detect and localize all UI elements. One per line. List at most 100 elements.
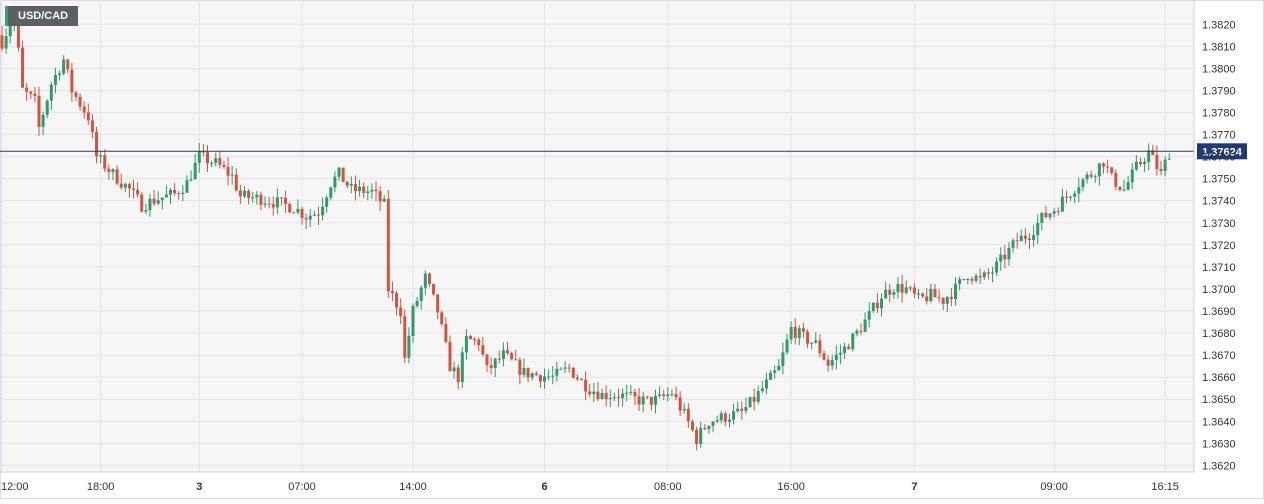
candle-body — [21, 47, 25, 88]
candle-body — [904, 287, 908, 293]
candle — [937, 289, 941, 303]
candle — [608, 389, 612, 408]
candle — [115, 165, 119, 186]
candle-body — [189, 179, 193, 181]
price-tick-label: 1.3700 — [1202, 284, 1236, 296]
price-tick-label: 1.3630 — [1202, 438, 1236, 450]
candle-body — [497, 358, 501, 360]
candle — [481, 337, 485, 357]
candle-body — [575, 377, 579, 380]
candle — [575, 374, 579, 382]
candle — [789, 321, 793, 344]
candle — [925, 288, 929, 305]
candle — [900, 274, 904, 303]
candle-body — [193, 162, 197, 180]
candle — [148, 193, 152, 217]
candle-body — [921, 293, 925, 297]
candle-body — [16, 12, 20, 48]
candle — [263, 196, 267, 208]
candle-body — [678, 397, 682, 411]
candle-body — [1167, 158, 1171, 160]
candle-body — [760, 388, 764, 392]
candle-body — [436, 294, 440, 313]
candle — [814, 332, 818, 344]
candle-body — [308, 215, 312, 220]
symbol-badge[interactable]: USD/CAD — [5, 6, 79, 26]
candle — [464, 329, 468, 360]
candle-body — [218, 158, 222, 165]
candle — [621, 388, 625, 407]
price-tick-label: 1.3690 — [1202, 306, 1236, 318]
candle — [21, 40, 25, 89]
candle — [1032, 225, 1036, 247]
candle — [222, 160, 226, 169]
candle — [226, 157, 230, 186]
candle-body — [123, 184, 127, 188]
candle — [629, 385, 633, 396]
candle — [707, 425, 711, 434]
candle — [682, 403, 686, 414]
candle — [748, 396, 752, 409]
candle-body — [49, 84, 53, 101]
candle — [723, 411, 727, 427]
candle-body — [86, 112, 90, 121]
candle — [111, 168, 115, 181]
time-tick-label: 12:00 — [1, 481, 29, 493]
candle-body — [510, 353, 514, 360]
candle — [830, 354, 834, 370]
candle — [760, 380, 764, 393]
price-tick-label: 1.3770 — [1202, 130, 1236, 142]
candle-body — [263, 203, 267, 205]
candle — [193, 154, 197, 180]
candle — [58, 70, 62, 81]
candle — [78, 93, 82, 111]
candle-body — [41, 114, 45, 127]
candle-body — [1040, 212, 1044, 223]
candle — [769, 369, 773, 380]
candle — [395, 290, 399, 316]
candle-body — [8, 25, 12, 37]
candle — [333, 171, 337, 193]
candle — [633, 388, 637, 405]
price-tick-label: 1.3660 — [1202, 372, 1236, 384]
candle — [785, 333, 789, 355]
candle-body — [625, 392, 629, 394]
candle-body — [970, 278, 974, 281]
candle — [300, 206, 304, 225]
candle-body — [489, 365, 493, 368]
candle — [806, 329, 810, 349]
candle-body — [329, 187, 333, 198]
candle — [764, 372, 768, 395]
candle-body — [292, 212, 296, 214]
candle — [267, 196, 271, 209]
candle — [140, 192, 144, 213]
candle — [670, 389, 674, 397]
candle-body — [1147, 150, 1151, 162]
candle — [1110, 166, 1114, 176]
candle — [797, 325, 801, 346]
candle — [514, 349, 518, 361]
time-tick-label: 3 — [196, 481, 202, 493]
candle-body — [62, 59, 66, 74]
candle-body — [288, 203, 292, 213]
candle — [547, 369, 551, 381]
candle — [214, 152, 218, 167]
candle-body — [551, 375, 555, 377]
candle — [929, 283, 933, 303]
candle-body — [144, 210, 148, 212]
candle-body — [1069, 196, 1073, 198]
candle — [678, 391, 682, 417]
candle — [563, 361, 567, 374]
candle — [962, 279, 966, 281]
candle — [1151, 144, 1155, 155]
candle — [600, 388, 604, 400]
candle-body — [600, 392, 604, 400]
candle — [189, 170, 193, 182]
candle-body — [423, 273, 427, 288]
candle — [25, 83, 29, 101]
candle — [703, 424, 707, 431]
candle — [501, 342, 505, 367]
candle-body — [526, 367, 530, 378]
